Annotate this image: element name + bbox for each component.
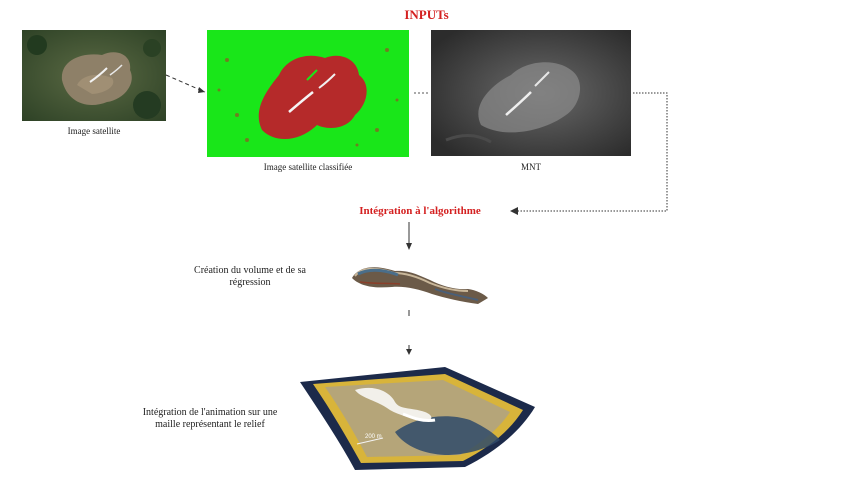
- arrow-head-icon: [198, 87, 205, 93]
- arrow-head-icon: [406, 349, 412, 355]
- mesh-3d-image: 200 m: [295, 362, 545, 472]
- classified-satellite-image: [207, 30, 409, 157]
- animation-step-label: Intégration de l'animation sur une maill…: [142, 407, 278, 430]
- arrow-head-icon: [406, 243, 412, 250]
- volume-step-label: Création du volume et de sa régression: [194, 265, 306, 288]
- satellite-image: [22, 30, 166, 121]
- integration-step-label: Intégration à l'algorithme: [359, 205, 481, 217]
- volume-3d-image: [350, 256, 490, 306]
- mesh-scale-label: 200 m: [365, 434, 382, 440]
- dem-image: [431, 30, 631, 156]
- classified-image-caption: Image satellite classifiée: [263, 162, 353, 172]
- arrow-head-icon: [510, 207, 518, 215]
- satellite-image-caption: Image satellite: [67, 126, 121, 136]
- page-title: INPUTs: [404, 7, 449, 22]
- dem-image-caption: MNT: [521, 162, 541, 172]
- arrow-satellite-to-classified: [165, 74, 206, 93]
